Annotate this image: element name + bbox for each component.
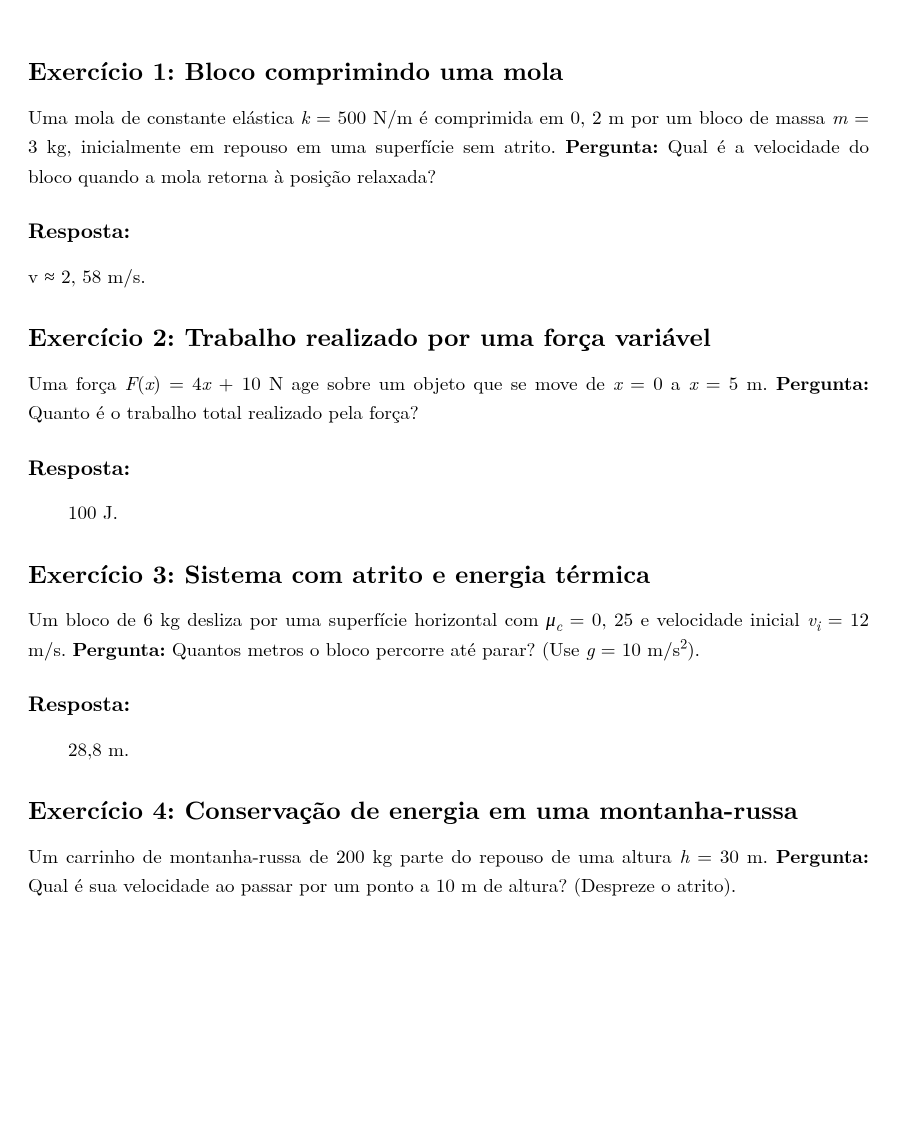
text: Uma força [28, 369, 125, 396]
var-m: m [832, 103, 848, 130]
text: = 0 a [622, 369, 689, 396]
exercise-2-title: Exercício 2: Trabalho realizado por uma … [28, 320, 869, 354]
text: = 5 m. [698, 369, 776, 396]
exercise-2-body: Uma força F( x) = 4 x + 10 N age sobre um … [28, 368, 869, 427]
exercise-3-resposta-label: Resposta: [28, 687, 869, 720]
text: ( [137, 369, 144, 396]
exercise-3-body: Um bloco de 6 kg desliza por uma superfí… [28, 604, 869, 663]
var-h: h [680, 842, 690, 869]
text: = 10 m/s [594, 635, 680, 662]
exercise-1-title: Exercício 1: Bloco comprimindo uma mola [28, 54, 869, 88]
text: + 10 N age sobre um objeto que se move d… [210, 369, 613, 396]
text: Um carrinho de montanha-russa de 200 kg … [28, 842, 680, 869]
text: = 0, 25 e velocidade inicial [562, 605, 807, 632]
text: = 500 N/m é comprimida em 0, 2 m por um … [309, 103, 832, 130]
text: ). [687, 635, 700, 662]
text: Uma mola de constante elástica [28, 103, 301, 130]
exercise-4-title: Exercício 4: Conservação de energia em u… [28, 793, 869, 827]
text: = 4 [161, 369, 202, 396]
var-v: v [807, 605, 816, 632]
var-x: x [689, 369, 698, 396]
question-text: Quanto é o trabalho total realizado pela… [28, 398, 419, 425]
exercise-3-title: Exercício 3: Sistema com atrito e energi… [28, 557, 869, 591]
var-x: x [613, 369, 622, 396]
pergunta-label: Pergunta: [776, 368, 869, 396]
exercise-1-answer: v ≈ 2, 58 m/s. [28, 261, 869, 290]
var-mu: μ [546, 605, 556, 632]
text: = 30 m. [689, 842, 776, 869]
exercise-4-body: Um carrinho de montanha-russa de 200 kg … [28, 841, 869, 900]
exercise-2-resposta-label: Resposta: [28, 451, 869, 484]
exercise-1-resposta-label: Resposta: [28, 214, 869, 247]
var-f: F [125, 369, 137, 396]
exercise-2-answer: 100 J. [68, 497, 869, 526]
exercise-1-body: Uma mola de constante elástica k = 500 N… [28, 102, 869, 190]
question-text: Quantos metros o bloco percorre até para… [166, 635, 586, 662]
question-text: Qual é sua velocidade ao passar por um p… [28, 871, 736, 898]
text: Um bloco de 6 kg desliza por uma superfí… [28, 605, 546, 632]
exercise-3-answer: 28,8 m. [68, 734, 869, 763]
pergunta-label: Pergunta: [565, 131, 658, 159]
pergunta-label: Pergunta: [72, 634, 165, 662]
text: ) [153, 369, 160, 396]
pergunta-label: Pergunta: [776, 841, 869, 869]
